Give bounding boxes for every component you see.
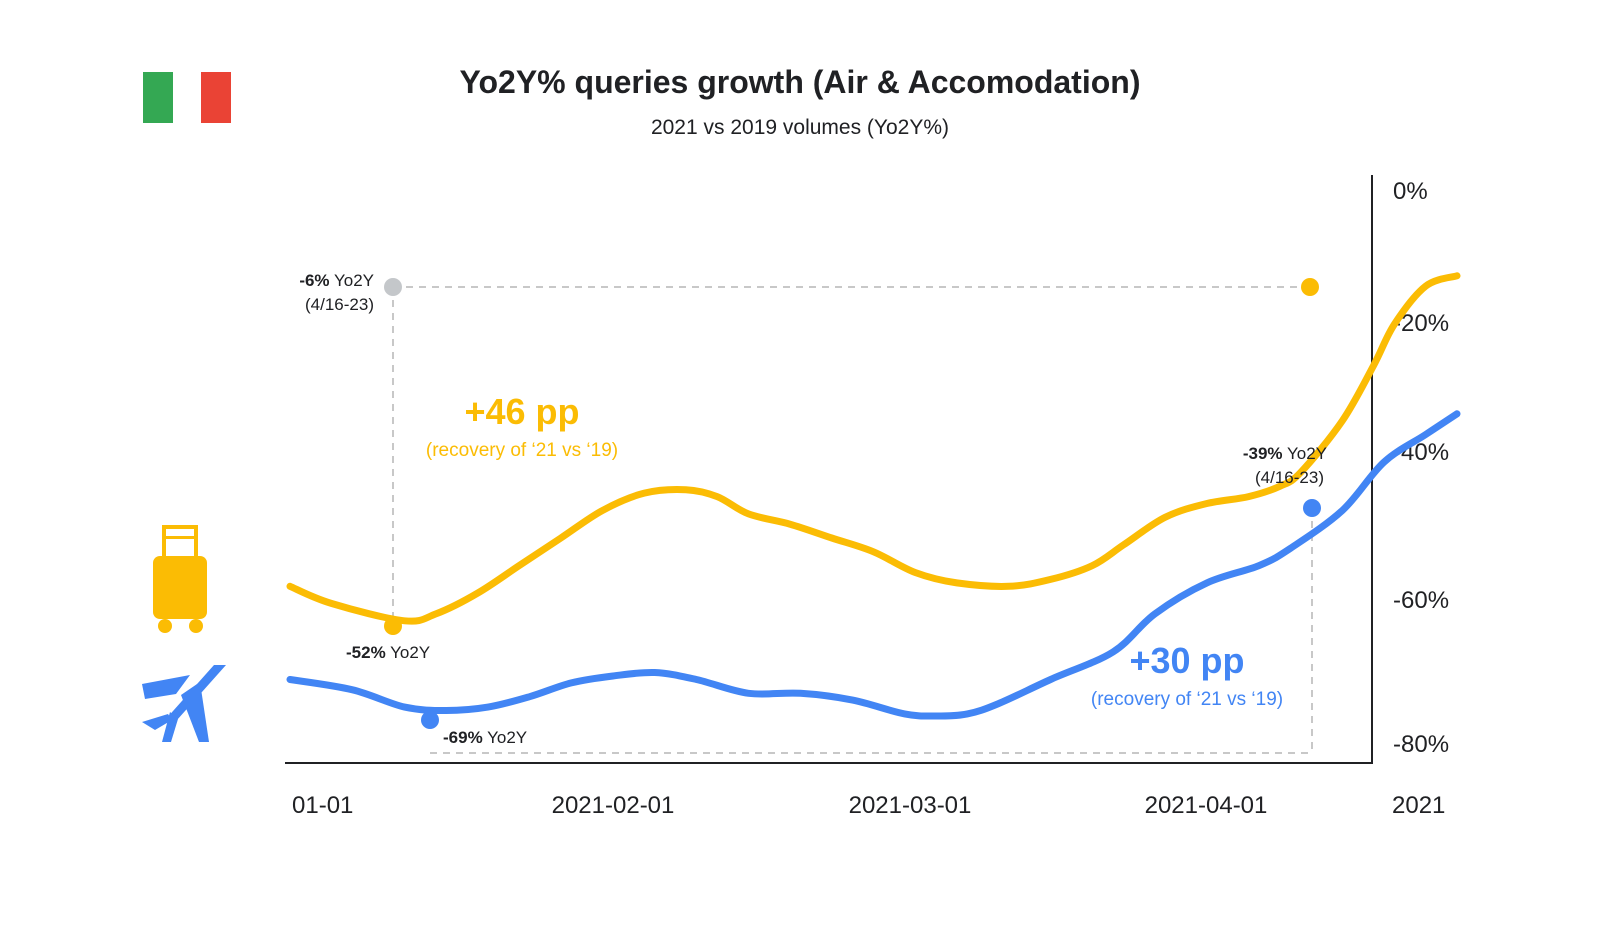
reference-lines xyxy=(392,286,1313,754)
chart-title: Yo2Y% queries growth (Air & Accomodation… xyxy=(460,64,1141,100)
accommodation-latest-marker xyxy=(1301,278,1319,296)
y-tick-labels: 0% -20% -40% -60% -80% xyxy=(1393,178,1449,758)
accommodation-reference-callout: -6% Yo2Y xyxy=(299,271,374,290)
air-low-marker xyxy=(421,711,439,729)
flag-red-stripe xyxy=(201,72,231,123)
accommodation-reference-period: (4/16-23) xyxy=(305,295,374,314)
y-tick-label: 0% xyxy=(1393,178,1428,205)
flag-green-stripe xyxy=(143,72,173,123)
suitcase-icon xyxy=(153,525,207,633)
air-recovery-detail: (recovery of ‘21 vs ‘19) xyxy=(1091,689,1283,710)
air-low-callout: -69% Yo2Y xyxy=(443,728,527,747)
accommodation-recovery-detail: (recovery of ‘21 vs ‘19) xyxy=(426,440,618,461)
accommodation-recovery-headline: +46 pp xyxy=(464,391,579,432)
y-tick-label: -60% xyxy=(1393,587,1449,614)
callout-value: -52% xyxy=(346,643,386,662)
callout-value: -6% xyxy=(299,271,329,290)
callout-value: -39% xyxy=(1243,444,1283,463)
accommodation-series-line xyxy=(286,272,1461,625)
chart-subtitle: 2021 vs 2019 volumes (Yo2Y%) xyxy=(651,116,949,139)
callout-unit: Yo2Y xyxy=(1287,444,1327,463)
callout-value: -69% xyxy=(443,728,483,747)
airplane-icon xyxy=(142,665,226,742)
air-reference-callout: -39% Yo2Y xyxy=(1243,444,1327,463)
x-tick-label: 2021-04-01 xyxy=(1145,792,1268,819)
air-series-line xyxy=(286,410,1461,720)
italy-flag-icon xyxy=(143,72,231,123)
air-recovery-headline: +30 pp xyxy=(1129,640,1244,681)
y-tick-label: -80% xyxy=(1393,731,1449,758)
air-reference-period: (4/16-23) xyxy=(1255,468,1324,487)
x-tick-label: 01-01 xyxy=(292,792,353,819)
accommodation-low-callout: -52% Yo2Y xyxy=(346,643,430,662)
callout-unit: Yo2Y xyxy=(487,728,527,747)
x-tick-label: 2021-03-01 xyxy=(849,792,972,819)
x-tick-labels: 01-01 2021-02-01 2021-03-01 2021-04-01 2… xyxy=(292,792,1445,819)
callout-unit: Yo2Y xyxy=(334,271,374,290)
accommodation-low-marker xyxy=(384,617,402,635)
x-tick-label: 2021-02-01 xyxy=(552,792,675,819)
callout-unit: Yo2Y xyxy=(390,643,430,662)
air-latest-marker xyxy=(1303,499,1321,517)
x-edge-label: 2021 xyxy=(1392,792,1445,819)
accommodation-reference-marker xyxy=(384,278,402,296)
